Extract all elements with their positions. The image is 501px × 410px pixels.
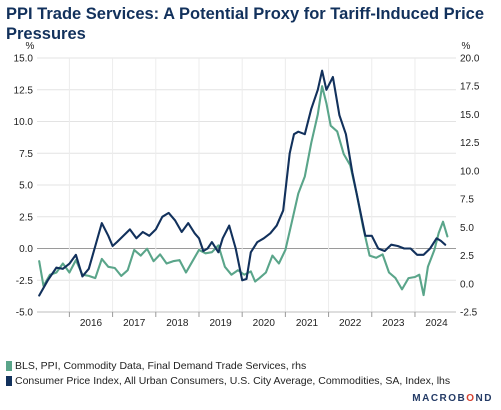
- legend-label-ppi: BLS, PPI, Commodity Data, Final Demand T…: [15, 359, 307, 372]
- x-tick-label: 2020: [253, 318, 276, 329]
- right-axis-ticks: 20.0 17.5 15.0 12.5 10.0 7.5 5.0 2.5 0.0 -2.5: [460, 54, 480, 319]
- right-tick-label: 5.0: [460, 223, 474, 234]
- right-tick-label: -2.5: [460, 308, 478, 319]
- left-tick-label: 12.5: [14, 85, 34, 96]
- legend-swatch-cpi: [6, 375, 12, 386]
- right-axis-unit: %: [462, 41, 471, 52]
- legend-item-ppi: BLS, PPI, Commodity Data, Final Demand T…: [6, 358, 450, 373]
- x-tick-label: 2022: [339, 318, 362, 329]
- x-tick-label: 2017: [123, 318, 146, 329]
- chart-title: PPI Trade Services: A Potential Proxy fo…: [6, 5, 485, 43]
- left-tick-label: 0.0: [19, 244, 33, 255]
- x-tick-label: 2021: [296, 318, 319, 329]
- left-axis-ticks: 15.0 12.5 10.0 7.5 5.0 2.5 0.0 -2.5 -5.0: [14, 54, 34, 319]
- right-tick-label: 15.0: [460, 110, 480, 121]
- x-tick-label: 2018: [166, 318, 189, 329]
- x-tick-label: 2023: [382, 318, 405, 329]
- left-tick-label: -5.0: [16, 308, 34, 319]
- x-tick-label: 2024: [425, 318, 448, 329]
- right-tick-label: 0.0: [460, 279, 474, 290]
- series-line-ppi-trade-services: [38, 85, 449, 297]
- left-tick-label: 15.0: [14, 54, 34, 65]
- right-tick-label: 10.0: [460, 166, 480, 177]
- series-layer: [38, 69, 449, 297]
- left-tick-label: 2.5: [19, 212, 33, 223]
- legend-swatch-ppi: [6, 360, 12, 371]
- macrobond-logo: MACROBOND: [412, 393, 493, 404]
- left-tick-label: 5.0: [19, 181, 33, 192]
- x-tick-label: 2016: [80, 318, 103, 329]
- legend: BLS, PPI, Commodity Data, Final Demand T…: [6, 358, 450, 388]
- right-tick-label: 2.5: [460, 251, 474, 262]
- right-tick-label: 12.5: [460, 138, 480, 149]
- right-tick-label: 17.5: [460, 82, 480, 93]
- right-tick-label: 7.5: [460, 195, 474, 206]
- left-tick-label: 10.0: [14, 117, 34, 128]
- left-axis-unit: %: [26, 41, 35, 52]
- left-tick-label: 7.5: [19, 149, 33, 160]
- left-tick-label: -2.5: [16, 276, 34, 287]
- series-line-cpi-commodities: [38, 69, 447, 297]
- legend-item-cpi: Consumer Price Index, All Urban Consumer…: [6, 373, 450, 388]
- right-tick-label: 20.0: [460, 54, 480, 65]
- legend-label-cpi: Consumer Price Index, All Urban Consumer…: [15, 374, 451, 387]
- x-axis-ticks: 2016 2017 2018 2019 2020 2021 2022 2023 2024: [68, 312, 448, 329]
- x-tick-label: 2019: [209, 318, 232, 329]
